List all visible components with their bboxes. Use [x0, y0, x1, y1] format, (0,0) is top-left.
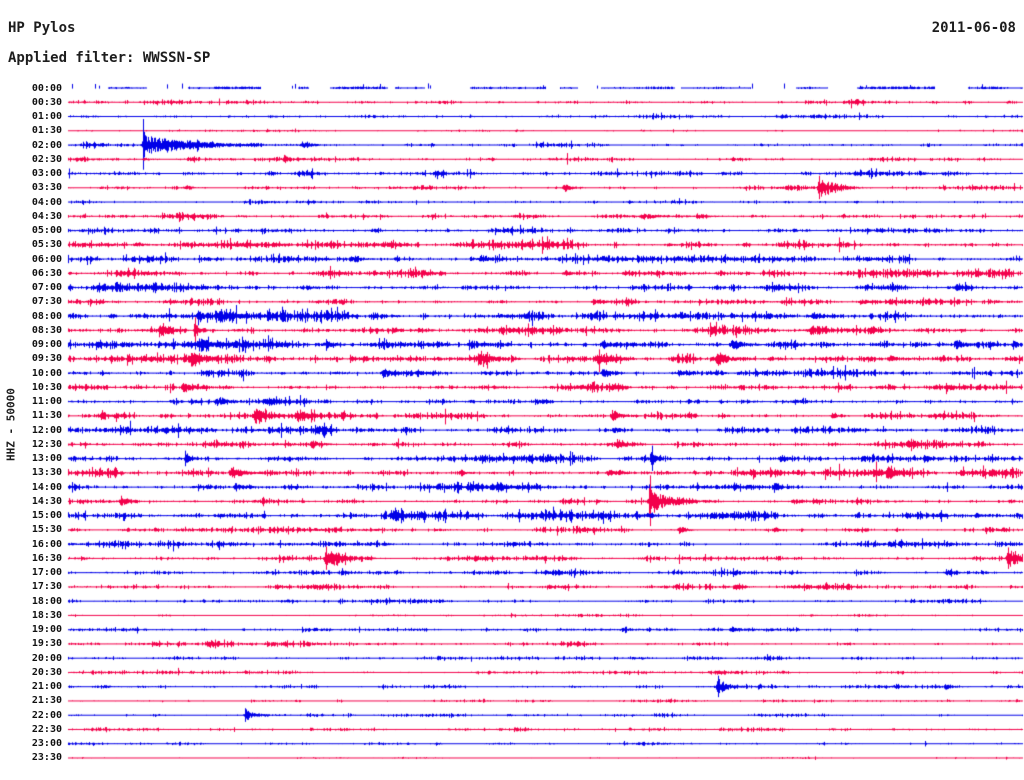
- time-label: 22:00: [31, 709, 62, 721]
- time-label: 07:30: [31, 296, 62, 308]
- time-label: 09:00: [31, 339, 62, 351]
- time-label: 00:00: [31, 82, 62, 94]
- time-label: 11:00: [31, 396, 62, 408]
- time-label: 08:30: [31, 324, 62, 336]
- time-label: 02:00: [31, 139, 62, 151]
- time-label: 05:30: [31, 239, 62, 251]
- time-label: 17:00: [31, 567, 62, 579]
- time-label: 16:00: [31, 538, 62, 550]
- time-label: 06:30: [31, 267, 62, 279]
- time-label: 02:30: [31, 153, 62, 165]
- time-label: 14:30: [31, 495, 62, 507]
- time-label: 19:00: [31, 624, 62, 636]
- time-label: 03:30: [31, 182, 62, 194]
- time-label: 01:30: [31, 125, 62, 137]
- time-label: 18:30: [31, 609, 62, 621]
- time-label: 05:00: [31, 225, 62, 237]
- time-label: 12:00: [31, 424, 62, 436]
- time-label: 04:30: [31, 210, 62, 222]
- time-label: 13:30: [31, 467, 62, 479]
- time-label: 10:30: [31, 381, 62, 393]
- time-label: 03:00: [31, 168, 62, 180]
- time-label: 04:00: [31, 196, 62, 208]
- time-label: 18:00: [31, 595, 62, 607]
- time-label: 06:00: [31, 253, 62, 265]
- time-label: 23:30: [31, 752, 62, 764]
- time-label: 21:00: [31, 681, 62, 693]
- time-label: 22:30: [31, 723, 62, 735]
- time-label: 13:00: [31, 453, 62, 465]
- time-label: 21:30: [31, 695, 62, 707]
- time-label: 01:00: [31, 111, 62, 122]
- time-label: 07:00: [31, 282, 62, 294]
- time-label: 20:00: [31, 652, 62, 664]
- time-label: 15:00: [31, 510, 62, 522]
- time-label: 00:30: [31, 96, 62, 108]
- time-label: 14:00: [31, 481, 62, 493]
- time-label: 19:30: [31, 638, 62, 650]
- time-label: 12:30: [31, 438, 62, 450]
- time-label: 17:30: [31, 581, 62, 593]
- time-label: 09:30: [31, 353, 62, 365]
- time-label: 10:00: [31, 367, 62, 379]
- time-label: 16:30: [31, 552, 62, 564]
- time-label: 11:30: [31, 410, 62, 422]
- time-label: 15:30: [31, 524, 62, 536]
- time-label: 20:30: [31, 666, 62, 678]
- time-label: 08:00: [31, 310, 62, 322]
- time-label: 23:00: [31, 738, 62, 750]
